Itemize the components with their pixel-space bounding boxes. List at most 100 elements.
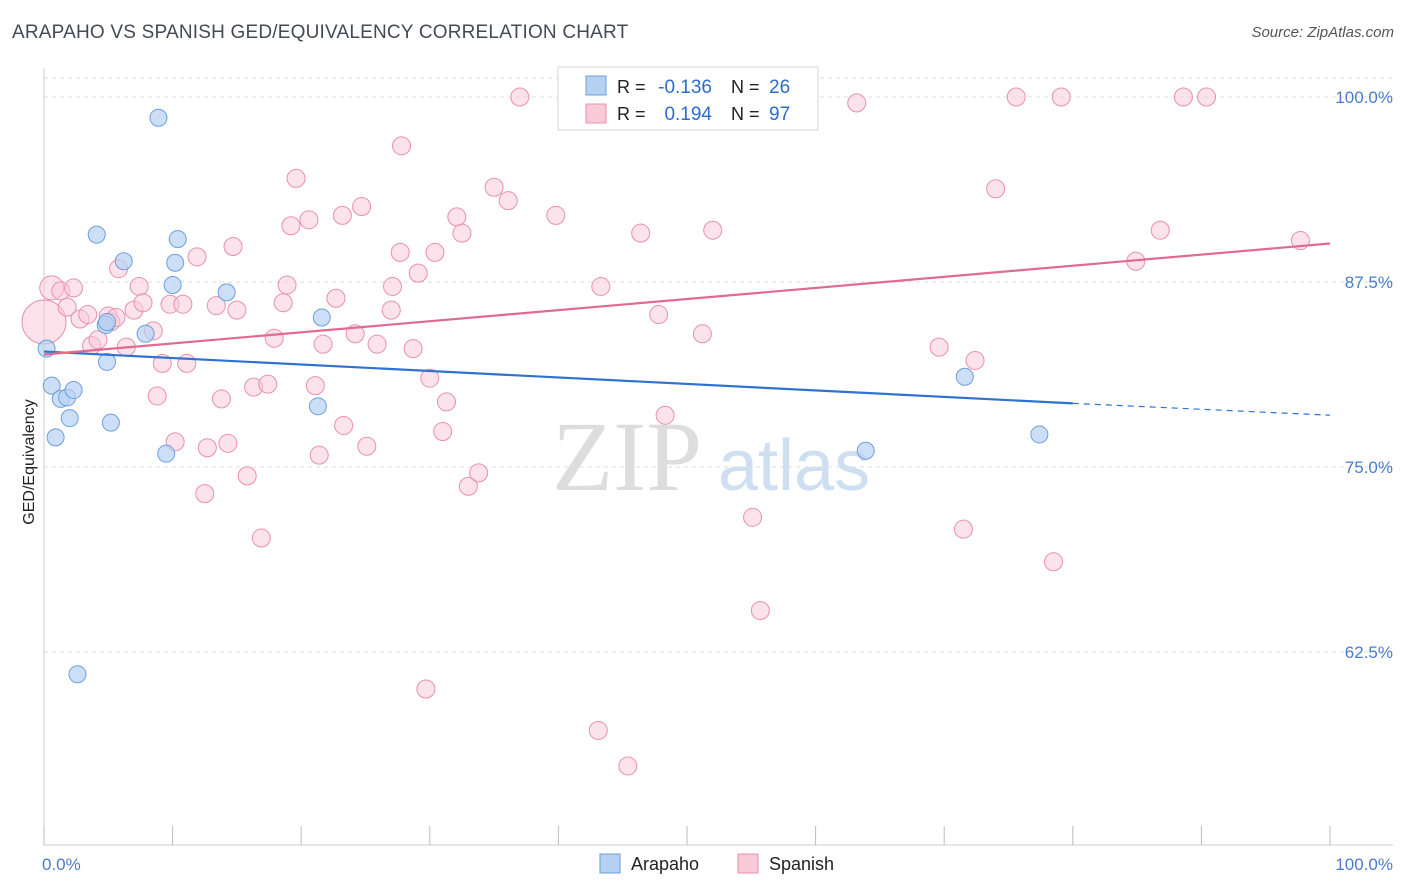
spanish-point bbox=[258, 374, 278, 394]
x-tick-label-max: 100.0% bbox=[1335, 855, 1393, 874]
y-tick-label: 75.0% bbox=[1345, 458, 1393, 477]
spanish-point bbox=[299, 210, 319, 230]
spanish-point bbox=[408, 263, 428, 283]
spanish-point bbox=[206, 296, 226, 316]
spanish-point bbox=[458, 476, 478, 496]
spanish-point bbox=[703, 220, 723, 240]
spanish-point bbox=[367, 334, 387, 354]
spanish-point bbox=[953, 519, 973, 539]
spanish-point bbox=[433, 421, 453, 441]
spanish-point bbox=[326, 288, 346, 308]
spanish-point bbox=[403, 339, 423, 359]
spanish-point bbox=[965, 350, 985, 370]
arapaho-point bbox=[166, 253, 185, 272]
arapaho-points bbox=[37, 108, 1049, 684]
trend-lines bbox=[43, 242, 1331, 416]
arapaho-point bbox=[157, 444, 176, 463]
spanish-point bbox=[251, 528, 271, 548]
spanish-point bbox=[692, 324, 712, 344]
spanish-point bbox=[591, 276, 611, 296]
arapaho-point bbox=[87, 225, 106, 244]
spanish-point bbox=[152, 353, 172, 373]
spanish-point bbox=[425, 242, 445, 262]
spanish-point bbox=[1006, 87, 1026, 107]
spanish-point bbox=[345, 324, 365, 344]
y-tick-label: 62.5% bbox=[1345, 643, 1393, 662]
spanish-point bbox=[469, 463, 489, 483]
axes bbox=[43, 68, 1393, 846]
arapaho-n-label: N = bbox=[731, 77, 760, 97]
spanish-point bbox=[416, 679, 436, 699]
arapaho-n-value: 26 bbox=[769, 77, 790, 98]
spanish-point bbox=[173, 294, 193, 314]
legend-arapaho-label: Arapaho bbox=[631, 854, 699, 874]
spanish-point bbox=[309, 445, 329, 465]
arapaho-point bbox=[168, 230, 187, 249]
arapaho-point bbox=[46, 428, 65, 447]
arapaho-trend-line bbox=[43, 350, 1073, 405]
spanish-point bbox=[334, 416, 354, 436]
y-axis-label: GED/Equivalency bbox=[21, 399, 38, 524]
spanish-point bbox=[420, 368, 440, 388]
spanish-point bbox=[313, 334, 333, 354]
arapaho-point bbox=[149, 108, 168, 127]
spanish-point bbox=[177, 353, 197, 373]
spanish-point bbox=[281, 216, 301, 236]
spanish-point bbox=[484, 177, 504, 197]
arapaho-point bbox=[114, 252, 133, 271]
spanish-point bbox=[1197, 87, 1217, 107]
legend-spanish-swatch bbox=[737, 853, 759, 874]
spanish-point bbox=[588, 720, 608, 740]
arapaho-point bbox=[312, 308, 331, 327]
arapaho-r-value: -0.136 bbox=[658, 77, 712, 98]
arapaho-r-label: R = bbox=[617, 77, 646, 97]
spanish-point bbox=[227, 300, 247, 320]
spanish-point bbox=[264, 328, 284, 348]
spanish-point bbox=[390, 242, 410, 262]
spanish-point bbox=[187, 247, 207, 267]
spanish-points bbox=[21, 87, 1310, 776]
spanish-point bbox=[237, 466, 257, 486]
arapaho-point bbox=[42, 376, 61, 395]
y-tick-labels: 62.5% 75.0% 87.5% 100.0% bbox=[1335, 88, 1393, 662]
arapaho-point bbox=[217, 283, 236, 302]
spanish-point bbox=[546, 205, 566, 225]
spanish-point bbox=[305, 376, 325, 396]
spanish-r-label: R = bbox=[617, 104, 646, 124]
spanish-point bbox=[133, 293, 153, 313]
spanish-point bbox=[383, 276, 403, 296]
arapaho-trend-extension bbox=[1072, 402, 1331, 416]
spanish-point bbox=[57, 297, 77, 317]
spanish-point bbox=[277, 275, 297, 295]
y-tick-label: 100.0% bbox=[1335, 88, 1393, 107]
x-ticks bbox=[43, 826, 1331, 845]
spanish-point bbox=[447, 207, 467, 227]
legend-spanish-label: Spanish bbox=[769, 854, 834, 874]
spanish-point bbox=[195, 484, 215, 504]
spanish-n-value: 97 bbox=[769, 104, 790, 125]
arapaho-point bbox=[136, 324, 155, 343]
spanish-point bbox=[211, 389, 231, 409]
source-credit: Source: ZipAtlas.com bbox=[1251, 24, 1394, 41]
spanish-point bbox=[498, 191, 518, 211]
spanish-point bbox=[1044, 552, 1064, 572]
spanish-point bbox=[78, 305, 98, 325]
spanish-point bbox=[986, 179, 1006, 199]
spanish-point bbox=[392, 136, 412, 156]
arapaho-legend-swatch bbox=[585, 75, 607, 96]
spanish-point bbox=[743, 507, 763, 527]
arapaho-point bbox=[101, 413, 120, 432]
arapaho-point bbox=[68, 665, 87, 684]
spanish-point bbox=[129, 276, 149, 296]
spanish-point bbox=[197, 438, 217, 458]
spanish-point bbox=[929, 337, 949, 357]
spanish-point bbox=[437, 392, 457, 412]
spanish-point bbox=[64, 278, 84, 298]
spanish-legend-swatch bbox=[585, 103, 607, 124]
spanish-point bbox=[847, 93, 867, 113]
arapaho-point bbox=[98, 312, 117, 331]
spanish-point bbox=[655, 405, 675, 425]
spanish-point bbox=[631, 223, 651, 243]
spanish-point bbox=[452, 223, 472, 243]
